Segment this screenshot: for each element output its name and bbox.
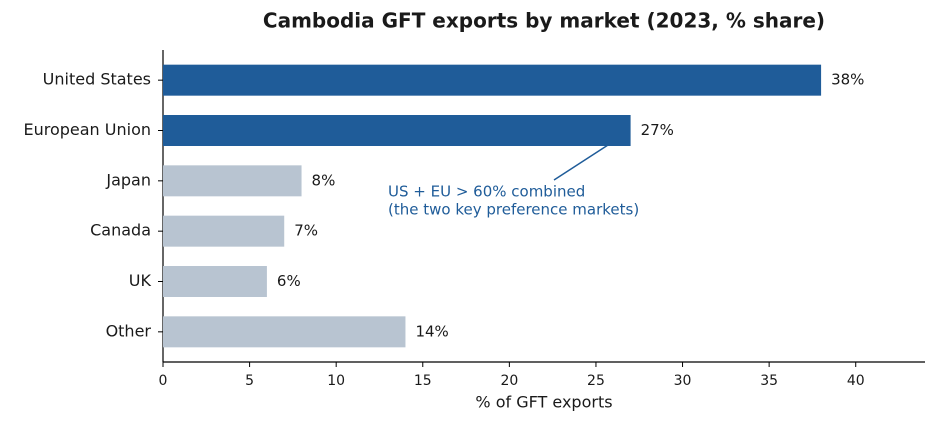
bar bbox=[163, 215, 285, 247]
y-tick-label: Canada bbox=[90, 221, 151, 240]
value-label: 7% bbox=[294, 222, 318, 240]
annotation-text: US + EU > 60% combined bbox=[388, 183, 585, 201]
x-tick-label: 5 bbox=[245, 373, 254, 389]
annotation-arrow bbox=[553, 144, 609, 181]
x-tick-label: 20 bbox=[500, 373, 518, 389]
y-tick-label: Japan bbox=[105, 170, 151, 189]
x-tick-label: 10 bbox=[327, 373, 345, 389]
x-tick-label: 35 bbox=[760, 373, 778, 389]
value-label: 6% bbox=[277, 272, 301, 290]
bar bbox=[163, 316, 406, 348]
chart-title: Cambodia GFT exports by market (2023, % … bbox=[263, 9, 825, 33]
x-axis-label: % of GFT exports bbox=[475, 393, 612, 412]
bar bbox=[163, 266, 267, 297]
value-label: 8% bbox=[312, 171, 336, 189]
x-tick-label: 25 bbox=[587, 373, 605, 389]
bar bbox=[163, 64, 822, 96]
y-tick-label: UK bbox=[129, 271, 152, 290]
annotation-text: (the two key preference markets) bbox=[388, 201, 639, 219]
x-tick-label: 0 bbox=[159, 373, 168, 389]
bar bbox=[163, 115, 631, 146]
value-label: 27% bbox=[641, 121, 674, 139]
value-label: 38% bbox=[831, 71, 864, 89]
y-tick-label: European Union bbox=[23, 120, 151, 139]
x-tick-label: 30 bbox=[674, 373, 692, 389]
y-tick-label: Other bbox=[106, 321, 152, 340]
x-tick-label: 40 bbox=[847, 373, 865, 389]
bar bbox=[163, 165, 302, 197]
y-tick-label: United States bbox=[43, 70, 151, 89]
x-tick-label: 15 bbox=[414, 373, 432, 389]
value-label: 14% bbox=[415, 322, 448, 340]
